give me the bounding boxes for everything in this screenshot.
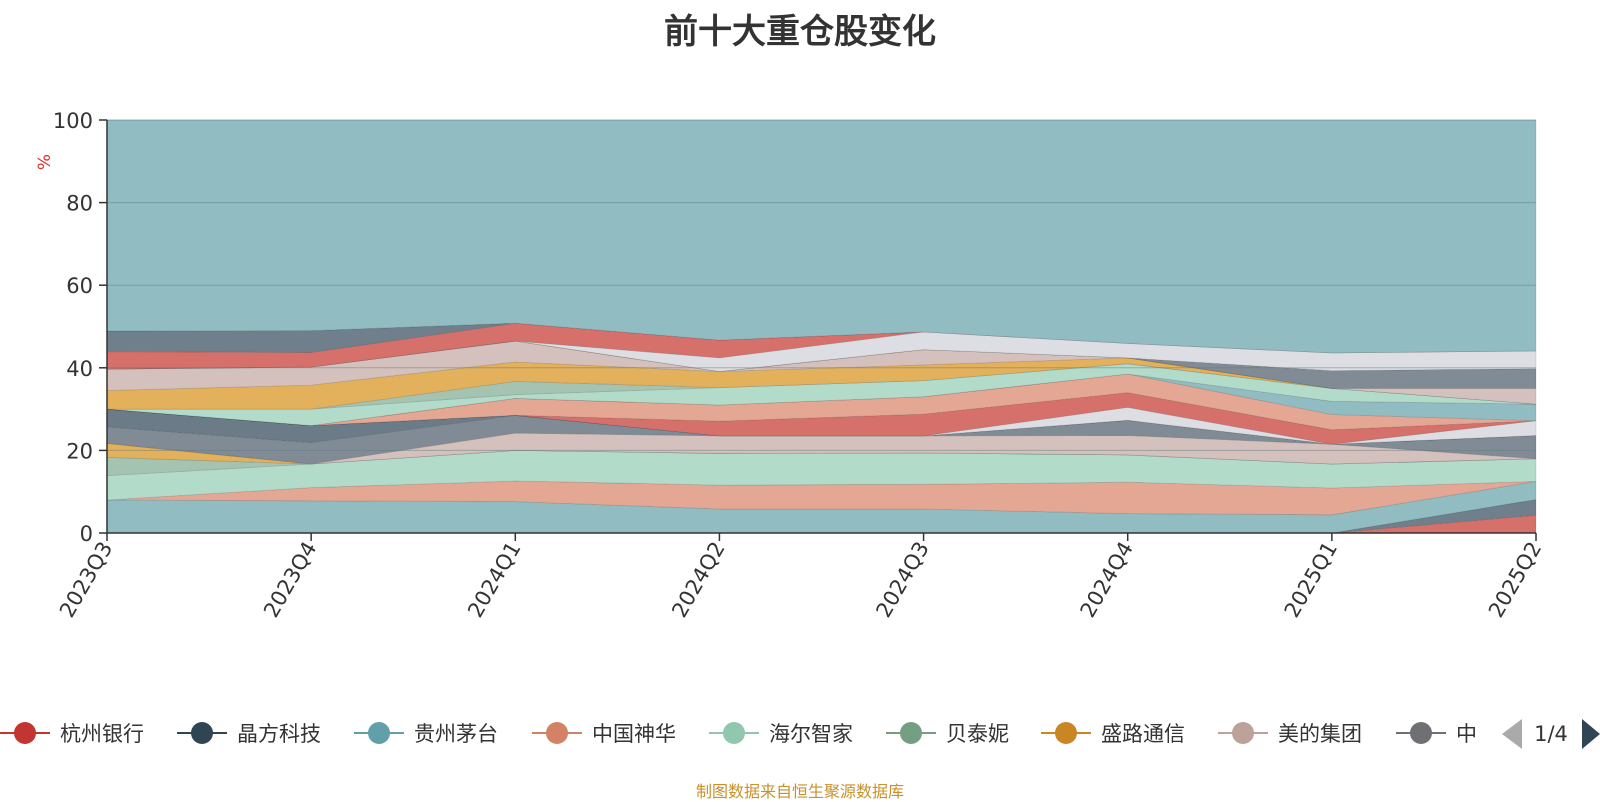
area-layer-13 xyxy=(106,373,1537,427)
area-layer-17 xyxy=(106,340,1537,405)
legend-label: 盛路通信 xyxy=(1101,722,1185,746)
legend-marker xyxy=(368,722,390,744)
legend-marker xyxy=(1232,722,1254,744)
legend-item[interactable]: 美的集团 xyxy=(1218,722,1362,746)
y-tick-label: 60 xyxy=(66,274,93,298)
legend-item[interactable]: 海尔智家 xyxy=(709,722,853,746)
x-tick-label: 2025Q2 xyxy=(1484,538,1546,622)
legend-marker xyxy=(14,722,36,744)
x-tick-label: 2024Q3 xyxy=(871,538,933,622)
chart-title: 前十大重仓股变化 xyxy=(664,12,936,52)
legend-next-page-icon[interactable] xyxy=(1582,719,1600,749)
x-tick-label: 2025Q1 xyxy=(1280,538,1342,622)
legend-item[interactable]: 盛路通信 xyxy=(1041,722,1185,746)
x-tick-label: 2024Q2 xyxy=(667,538,729,622)
legend-item[interactable]: 贝泰妮 xyxy=(886,722,1009,746)
y-axis-label: % xyxy=(35,154,55,170)
legend-item[interactable]: 中国神华 xyxy=(532,722,676,746)
legend-marker xyxy=(191,722,213,744)
legend-label: 贵州茅台 xyxy=(414,722,498,746)
grid-lines xyxy=(107,119,1536,451)
legend-label: 美的集团 xyxy=(1278,722,1362,746)
area-layer-23 xyxy=(106,119,1537,354)
legend-label: 杭州银行 xyxy=(60,722,144,746)
area-layer-8 xyxy=(106,414,1537,465)
legend-label: 中 xyxy=(1456,722,1477,746)
y-tick-label: 80 xyxy=(66,192,93,216)
legend-item[interactable]: 贵州茅台 xyxy=(354,722,498,746)
x-tick-label: 2023Q3 xyxy=(55,538,117,622)
data-source-note: 制图数据来自恒生聚源数据库 xyxy=(695,782,904,801)
x-tick-label: 2024Q4 xyxy=(1076,538,1138,622)
x-tick-label: 2023Q4 xyxy=(259,538,321,622)
legend-label: 贝泰妮 xyxy=(946,722,1009,746)
area-layer-19 xyxy=(106,340,1537,389)
y-tick-label: 40 xyxy=(66,357,93,381)
legend-item[interactable]: 杭州银行 xyxy=(0,722,144,746)
area-layer-4 xyxy=(106,449,1537,501)
legend-marker xyxy=(1055,722,1077,744)
y-tick-label: 0 xyxy=(80,522,93,546)
legend-label: 中国神华 xyxy=(592,722,676,746)
legend-marker xyxy=(546,722,568,744)
legend-item[interactable]: 中 xyxy=(1396,722,1477,746)
area-layer-20 xyxy=(106,331,1537,372)
legend-item[interactable]: 晶方科技 xyxy=(177,722,321,746)
legend-marker xyxy=(900,722,922,744)
x-tick-label: 2024Q1 xyxy=(463,538,525,622)
y-tick-label: 100 xyxy=(53,109,93,133)
legend-marker xyxy=(723,722,745,744)
area-layer-10 xyxy=(106,406,1537,445)
legend-marker xyxy=(1410,722,1432,744)
y-tick-label: 20 xyxy=(66,439,93,463)
area-layers xyxy=(106,119,1537,534)
legend-label: 海尔智家 xyxy=(769,722,853,746)
legend: 杭州银行 晶方科技 贵州茅台 中国神华 海尔智家 贝泰妮 盛路通信 美的集团 中 1/4 xyxy=(0,719,1600,749)
legend-prev-page-icon[interactable] xyxy=(1502,719,1522,749)
legend-label: 晶方科技 xyxy=(237,722,321,746)
legend-page-indicator: 1/4 xyxy=(1534,722,1568,746)
area-layer-16 xyxy=(106,357,1537,410)
